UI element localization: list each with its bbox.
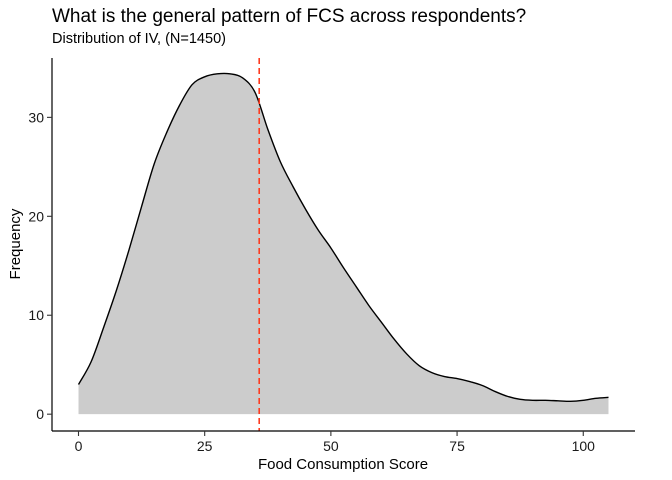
y-tick-label: 30 [28, 109, 44, 125]
y-tick-label: 10 [28, 307, 44, 323]
x-tick-label: 100 [572, 438, 596, 454]
density-area-fill [78, 73, 609, 415]
y-tick-label: 0 [36, 406, 44, 422]
x-tick-label: 0 [75, 438, 83, 454]
y-axis-title: Frequency [7, 208, 24, 279]
x-tick-label: 25 [197, 438, 213, 454]
x-tick-label: 75 [449, 438, 465, 454]
plot-area [77, 58, 609, 431]
x-axis-ticks: 0 25 50 75 100 [75, 431, 596, 454]
chart-title: What is the general pattern of FCS acros… [52, 6, 527, 27]
y-axis-ticks: 0 10 20 30 [28, 109, 52, 422]
density-curve-line [77, 72, 609, 403]
x-axis-title: Food Consumption Score [258, 456, 428, 473]
y-tick-label: 20 [28, 208, 44, 224]
chart-subtitle: Distribution of IV, (N=1450) [52, 31, 226, 47]
x-tick-label: 50 [323, 438, 339, 454]
